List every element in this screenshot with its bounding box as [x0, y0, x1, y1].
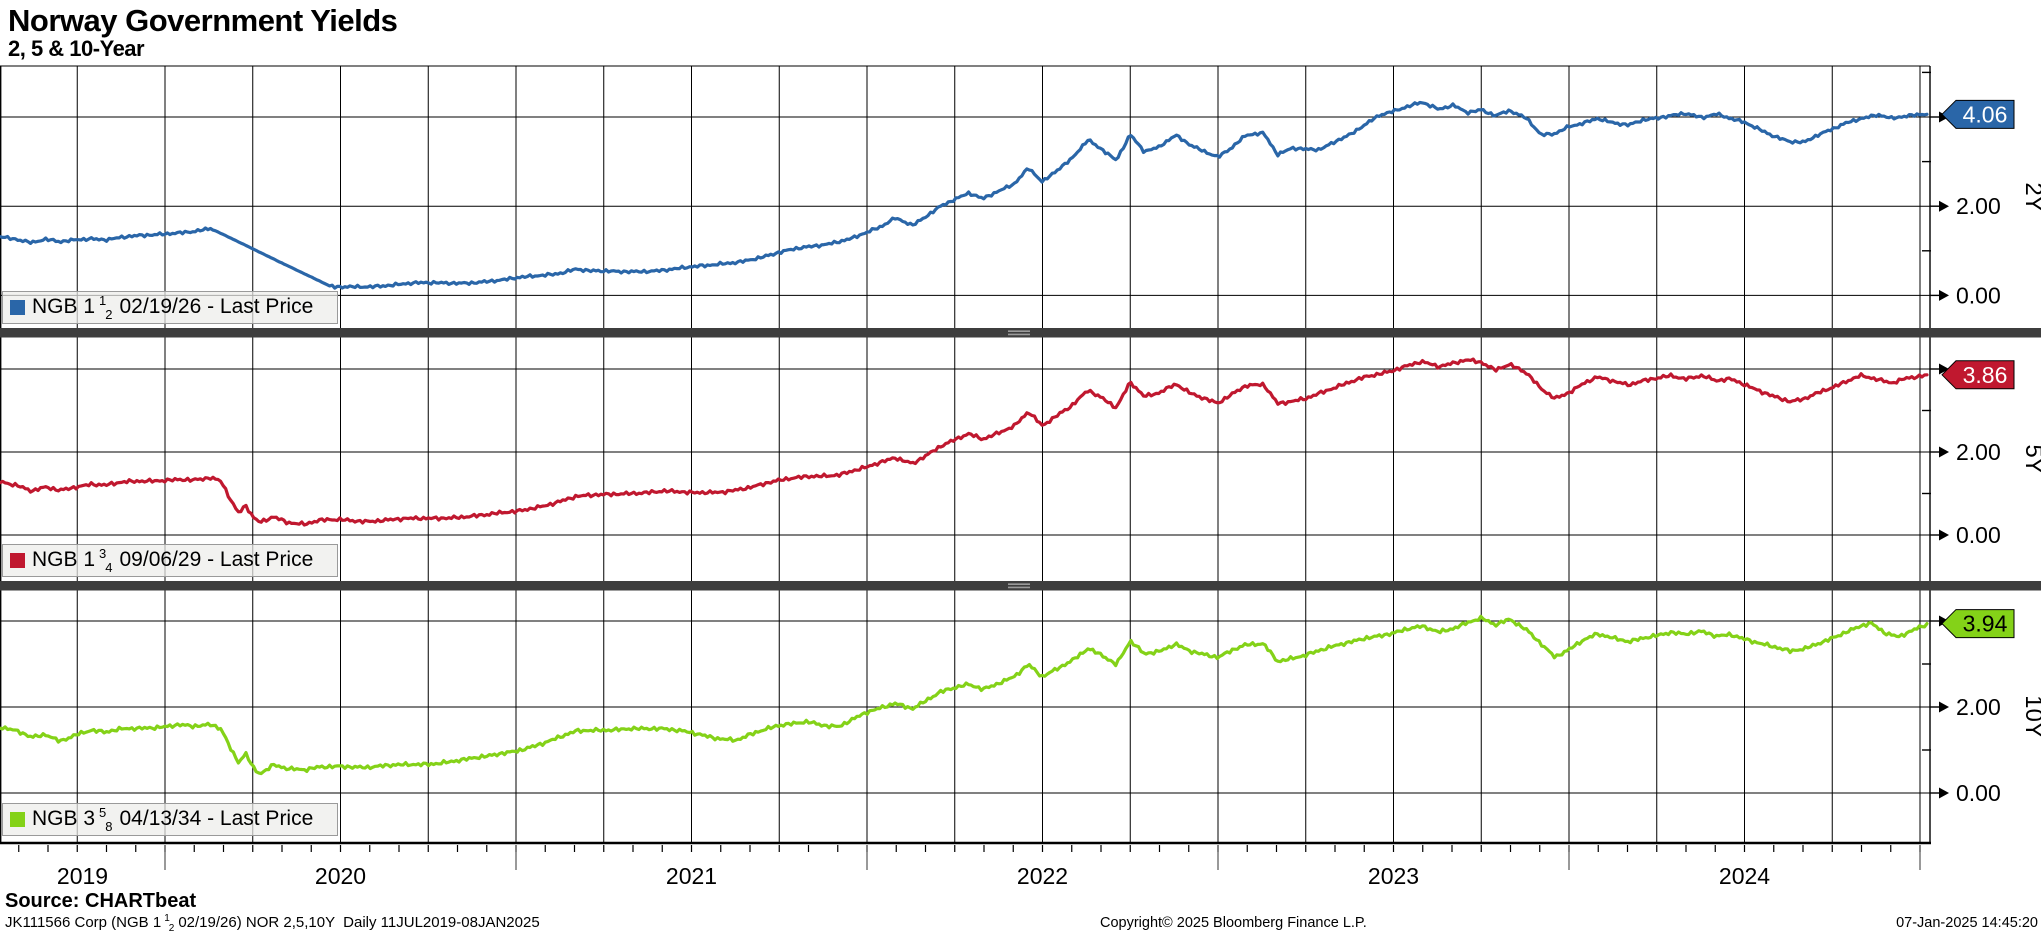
year-label-2022: 2022	[1017, 863, 1068, 889]
pane-divider-2[interactable]	[0, 581, 2041, 591]
price-tag-value-10Y: 3.94	[1963, 611, 2008, 637]
legend-10y[interactable]: NGB 3 58 04/13/34 - Last Price	[2, 803, 338, 836]
ytick-label-10Y: 2.00	[1956, 694, 2001, 720]
ytick-label-2Y: 2.00	[1956, 193, 2001, 219]
year-label-2023: 2023	[1368, 863, 1419, 889]
legend-label-2y: NGB 1 12 02/19/26 - Last Price	[32, 293, 314, 322]
legend-label-5y: NGB 1 34 09/06/29 - Last Price	[32, 546, 314, 575]
price-tag-value-5Y: 3.86	[1963, 362, 2008, 388]
copyright-label: Copyright© 2025 Bloomberg Finance L.P.	[1100, 915, 1367, 931]
legend-2y[interactable]: NGB 1 12 02/19/26 - Last Price	[2, 291, 338, 324]
page-title: Norway Government Yields	[8, 3, 398, 38]
series-line-2Y[interactable]	[0, 100, 1929, 290]
panel-axis-title-2Y: 2Y	[2020, 182, 2041, 211]
ticker-info: JK111566 Corp (NGB 1 12 02/19/26) NOR 2,5,…	[5, 913, 540, 934]
panel-axis-title-5Y: 5Y	[2020, 444, 2041, 473]
series-line-10Y[interactable]	[0, 614, 1929, 776]
ytick-label-10Y: 0.00	[1956, 780, 2001, 806]
legend-5y[interactable]: NGB 1 34 09/06/29 - Last Price	[2, 544, 338, 577]
legend-swatch-2y-icon	[10, 300, 25, 315]
series-line-5Y[interactable]	[0, 357, 1929, 527]
grid-layer-2Y: 0.002.004.00	[0, 65, 2001, 328]
grid-layer-5Y: 0.002.004.00	[0, 337, 2001, 581]
x-axis: 2019 2020 2021 2022 2023 2024	[0, 841, 1931, 889]
legend-swatch-5y-icon	[10, 553, 25, 568]
year-label-2021: 2021	[666, 863, 717, 889]
price-tag-value-2Y: 4.06	[1963, 101, 2008, 127]
panel-axis-title-10Y: 10Y	[2020, 695, 2041, 738]
grid-layer-10Y: 0.002.004.00	[0, 590, 2001, 843]
legend-label-10y: NGB 3 58 04/13/34 - Last Price	[32, 805, 314, 834]
timestamp-label: 07-Jan-2025 14:45:20	[1896, 915, 2038, 931]
page-subtitle: 2, 5 & 10-Year	[8, 36, 145, 61]
price-tag-10Y[interactable]: 3.94	[1941, 609, 2015, 639]
year-label-2019: 2019	[57, 863, 108, 889]
ytick-label-5Y: 0.00	[1956, 522, 2001, 548]
source-label: Source: CHARTbeat	[5, 890, 197, 912]
price-tag-5Y[interactable]: 3.86	[1941, 360, 2015, 390]
year-label-2020: 2020	[315, 863, 366, 889]
pane-divider-1[interactable]	[0, 328, 2041, 338]
year-label-2024: 2024	[1719, 863, 1770, 889]
legend-swatch-10y-icon	[10, 812, 25, 827]
ytick-label-2Y: 0.00	[1956, 282, 2001, 308]
price-tag-2Y[interactable]: 4.06	[1941, 99, 2015, 129]
ytick-label-5Y: 2.00	[1956, 439, 2001, 465]
